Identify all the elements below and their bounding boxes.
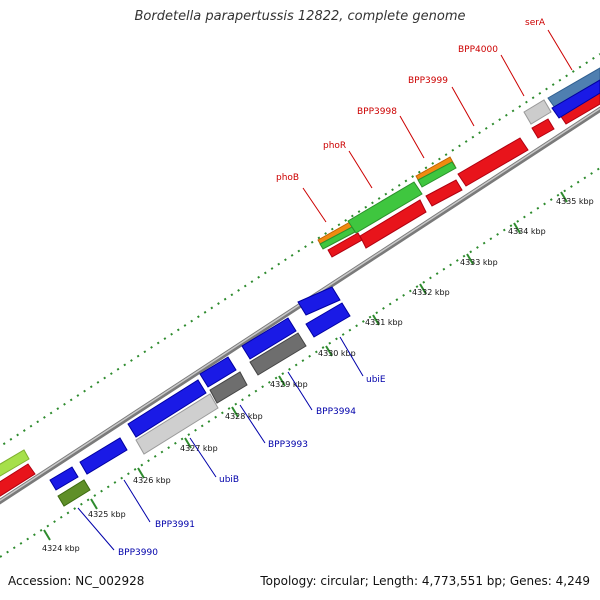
gene-label-bpp3991: BPP3991 xyxy=(155,520,195,530)
tick-label: 4335 kbp xyxy=(556,197,594,206)
leader-phob xyxy=(302,187,327,223)
leader-bpp3998 xyxy=(399,115,425,159)
tick-label: 4327 kbp xyxy=(180,444,218,453)
gene-arrow-ubie[interactable] xyxy=(305,302,351,338)
gene-label-phor: phoR xyxy=(323,141,346,151)
gene-label-phob: phoB xyxy=(276,173,299,183)
gene-arrow-bpp3991[interactable] xyxy=(79,437,128,475)
tick-mark xyxy=(43,529,51,541)
leader-ubie xyxy=(339,336,364,377)
tick-label: 4330 kbp xyxy=(318,349,356,358)
gene-label-bpp4000: BPP4000 xyxy=(458,45,498,55)
rna-feature-green-2[interactable] xyxy=(347,181,423,234)
gene-arrow-blue-4[interactable] xyxy=(297,286,341,316)
gene-label-bpp3993: BPP3993 xyxy=(268,440,308,450)
tick-label: 4328 kbp xyxy=(225,412,263,421)
tick-mark xyxy=(90,498,98,510)
gene-arrow-steelblue[interactable] xyxy=(547,67,600,109)
tick-label: 4332 kbp xyxy=(412,288,450,297)
tick-mark xyxy=(184,437,192,449)
tick-mark xyxy=(560,191,568,203)
forward-strand-features xyxy=(0,67,600,498)
gene-arrow-gray-ubib[interactable] xyxy=(135,393,219,455)
tick-mark xyxy=(231,406,239,418)
tick-marks xyxy=(43,191,568,541)
gene-arrow-lime[interactable] xyxy=(0,449,30,479)
tick-label: 4331 kbp xyxy=(365,318,403,327)
gene-arrow-blue-2[interactable] xyxy=(199,356,237,388)
tick-mark xyxy=(372,314,380,326)
forward-labels: phoB phoR BPP3998 BPP3999 BPP4000 serA xyxy=(276,18,546,183)
tick-label: 4329 kbp xyxy=(270,380,308,389)
gene-label-bpp3994: BPP3994 xyxy=(316,407,356,417)
genome-stats-text: Topology: circular; Length: 4,773,551 bp… xyxy=(260,574,590,588)
gene-arrow-bpp3994[interactable] xyxy=(249,332,307,376)
tick-labels: 4324 kbp 4325 kbp 4326 kbp 4327 kbp 4328… xyxy=(42,197,594,553)
leader-sera xyxy=(547,29,573,71)
rna-feature-green-3[interactable] xyxy=(417,161,457,188)
tick-mark xyxy=(419,283,427,295)
forward-leaders xyxy=(302,29,573,223)
tick-mark xyxy=(466,253,474,265)
accession-text: Accession: NC_002928 xyxy=(8,574,145,588)
gene-arrow-blue-1[interactable] xyxy=(49,466,79,491)
outer-dotted-guide xyxy=(0,53,600,448)
tick-label: 4326 kbp xyxy=(133,476,171,485)
tick-label: 4333 kbp xyxy=(460,258,498,267)
gene-arrow-blue-3[interactable] xyxy=(241,317,297,360)
reverse-leaders xyxy=(77,336,364,551)
leader-bpp3990 xyxy=(77,507,115,551)
reverse-labels: BPP3990 BPP3991 ubiB BPP3993 BPP3994 ubi… xyxy=(118,375,386,558)
map-title: Bordetella parapertussis 12822, complete… xyxy=(134,9,466,24)
tick-label: 4324 kbp xyxy=(42,544,80,553)
gene-arrow-red-left[interactable] xyxy=(0,463,36,498)
gene-label-bpp3990: BPP3990 xyxy=(118,548,158,558)
gene-arrow-phor[interactable] xyxy=(359,199,427,249)
leader-bpp3991 xyxy=(123,479,151,523)
gene-arrow-bpp3993[interactable] xyxy=(209,371,248,404)
leader-bpp4000 xyxy=(500,54,525,97)
reverse-strand-features xyxy=(49,286,351,507)
gene-arrow-bpp3990[interactable] xyxy=(57,479,91,507)
gene-label-bpp3998: BPP3998 xyxy=(357,107,397,117)
gene-arrow-blue-top[interactable] xyxy=(551,79,600,119)
leader-phor xyxy=(348,150,373,189)
tick-mark xyxy=(513,222,521,234)
leader-bpp3999 xyxy=(451,86,475,127)
tick-mark xyxy=(278,375,286,387)
tick-label: 4334 kbp xyxy=(508,227,546,236)
gene-arrow-ubib[interactable] xyxy=(127,379,207,438)
leader-bpp3993 xyxy=(239,404,266,444)
gene-arrow-bpp4000[interactable] xyxy=(531,118,555,139)
leader-ubib xyxy=(189,437,217,478)
gene-arrow-bpp3999[interactable] xyxy=(457,137,529,187)
gene-arrow-bpp3998[interactable] xyxy=(425,179,463,207)
gene-label-bpp3999: BPP3999 xyxy=(408,76,448,86)
gene-label-sera: serA xyxy=(525,18,546,28)
gene-arrow-gray-top[interactable] xyxy=(523,99,552,125)
gene-label-ubie: ubiE xyxy=(366,375,386,385)
tick-mark xyxy=(325,345,333,357)
leader-bpp3994 xyxy=(287,371,313,411)
gene-label-ubib: ubiB xyxy=(219,475,239,485)
tick-mark xyxy=(137,467,145,479)
tick-label: 4325 kbp xyxy=(88,510,126,519)
